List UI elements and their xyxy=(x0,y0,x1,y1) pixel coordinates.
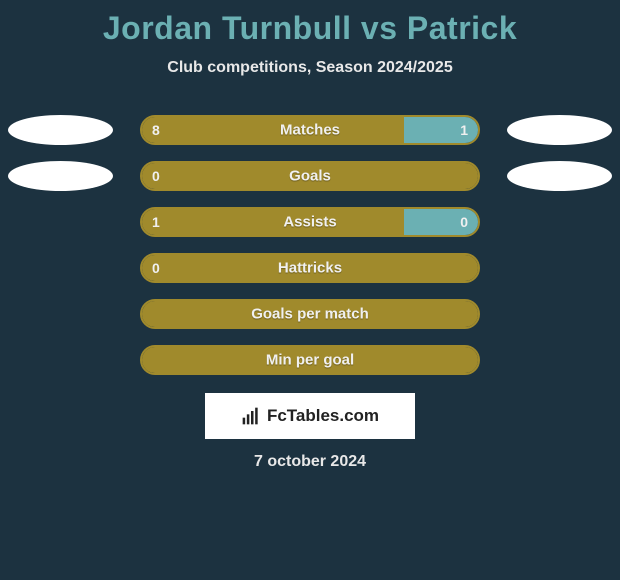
stat-bar-right-fill xyxy=(404,117,478,143)
player-right-avatar xyxy=(507,115,612,145)
stat-bar-left-fill xyxy=(142,163,478,189)
stat-row: Min per goal xyxy=(0,339,620,385)
bars-icon xyxy=(241,406,261,426)
page-subtitle: Club competitions, Season 2024/2025 xyxy=(0,59,620,77)
logo-text: FcTables.com xyxy=(267,406,379,426)
stat-bar-left-fill xyxy=(142,209,404,235)
stat-row: Goals per match xyxy=(0,293,620,339)
stat-bar: Assists10 xyxy=(140,207,480,237)
stat-row: Matches81 xyxy=(0,109,620,155)
stat-row: Hattricks0 xyxy=(0,247,620,293)
stat-bar-left-fill xyxy=(142,117,404,143)
stat-bar-right-fill xyxy=(404,209,478,235)
date-label: 7 october 2024 xyxy=(0,453,620,471)
stat-bar: Hattricks0 xyxy=(140,253,480,283)
player-left-avatar xyxy=(8,115,113,145)
stat-bar-left-fill xyxy=(142,301,478,327)
player-right-avatar xyxy=(507,161,612,191)
stat-bar-left-fill xyxy=(142,347,478,373)
page-title: Jordan Turnbull vs Patrick xyxy=(0,0,620,47)
player-left-avatar xyxy=(8,161,113,191)
stat-bar: Goals per match xyxy=(140,299,480,329)
stat-bar: Matches81 xyxy=(140,115,480,145)
stat-row: Assists10 xyxy=(0,201,620,247)
stat-bar: Goals0 xyxy=(140,161,480,191)
stat-row: Goals0 xyxy=(0,155,620,201)
stats-container: Matches81 Goals0 Assists10 Hattricks0 Goals … xyxy=(0,109,620,385)
stat-bar-left-fill xyxy=(142,255,478,281)
stat-bar: Min per goal xyxy=(140,345,480,375)
logo-box: FcTables.com xyxy=(205,393,415,439)
